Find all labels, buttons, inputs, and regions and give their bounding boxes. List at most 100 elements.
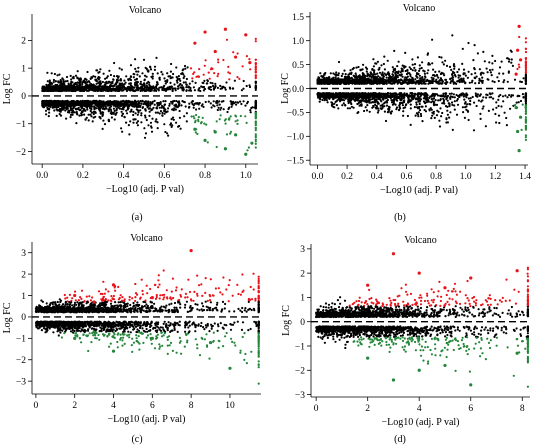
ns-point [325,79,328,82]
ns-point [362,97,365,100]
down-point [234,120,237,123]
ns-point [165,88,168,91]
ns-point [160,86,163,89]
ns-point [395,98,398,101]
ns-point [522,96,525,99]
ns-point [417,115,420,118]
up-point [203,30,207,34]
ns-point [372,104,375,108]
ns-point [137,105,140,108]
ns-point [448,65,452,68]
ns-point [422,100,426,103]
ns-point [456,103,460,106]
ns-point [418,74,421,77]
up-point [213,49,217,54]
up-point [254,61,257,65]
ns-point [137,70,140,73]
ns-point [404,69,407,73]
ns-point [123,115,126,118]
ns-point [117,79,120,82]
ns-point [482,50,485,54]
ns-point [449,111,452,114]
down-point [197,116,200,119]
up-point [202,73,205,76]
ns-point [349,69,352,72]
ns-point [169,123,172,126]
ns-point [80,102,83,105]
y-tick-label: 1 [21,64,26,74]
ns-point [90,84,93,87]
ns-point [367,100,370,103]
ns-point [432,97,436,100]
ns-point [64,109,67,112]
ns-point [442,92,445,95]
ns-point [337,107,340,110]
ns-point [164,130,167,134]
ns-point [122,103,125,106]
ns-point [147,104,150,107]
ns-point [379,104,382,107]
ns-point [127,99,130,103]
ns-point [400,79,403,82]
ns-point [129,84,132,87]
ns-point [85,83,88,86]
ns-point [419,77,422,80]
ns-point [242,100,245,103]
ns-point [135,78,138,81]
down-point [254,133,257,136]
ns-point [136,81,139,84]
ns-point [438,125,442,128]
ns-point [120,68,123,71]
ns-point [331,101,334,104]
up-point [234,55,238,59]
up-point [217,58,220,61]
ns-point [173,104,176,107]
down-point [524,108,528,111]
ns-point [339,100,342,103]
ns-point [129,103,132,106]
ns-point [103,123,107,126]
ns-point [242,79,245,83]
ns-point [350,105,353,108]
up-point [193,71,196,74]
ns-point [124,100,127,103]
ns-point [58,73,61,76]
up-point [518,66,521,69]
ns-point [375,62,378,65]
ns-point [50,81,53,85]
ns-point [77,81,80,84]
ns-point [109,108,112,111]
ns-point [507,71,510,74]
ns-point [485,93,488,96]
ns-point [444,59,447,62]
ns-point [105,107,108,110]
ns-point [66,106,69,109]
ns-point [182,81,185,84]
ns-point [407,96,410,100]
ns-point [414,69,417,72]
y-axis-label: Log FC [2,73,13,104]
ns-point [368,74,371,77]
ns-point [522,77,525,80]
ns-point [383,105,386,108]
ns-point [352,81,355,84]
ns-point [394,96,397,99]
ns-point [88,104,91,107]
up-point [222,58,225,62]
ns-point [403,81,406,84]
down-point [203,138,207,142]
ns-point [510,50,513,53]
ns-point [89,77,92,80]
ns-point [418,69,421,72]
ns-point [166,80,169,83]
ns-point [78,109,81,112]
ns-point [52,106,55,109]
ns-point [93,105,96,108]
ns-point [154,85,158,88]
ns-point [457,76,460,79]
ns-point [448,116,451,119]
ns-point [434,103,437,106]
ns-point [430,76,433,79]
ns-point [369,71,372,74]
ns-point [171,124,174,127]
